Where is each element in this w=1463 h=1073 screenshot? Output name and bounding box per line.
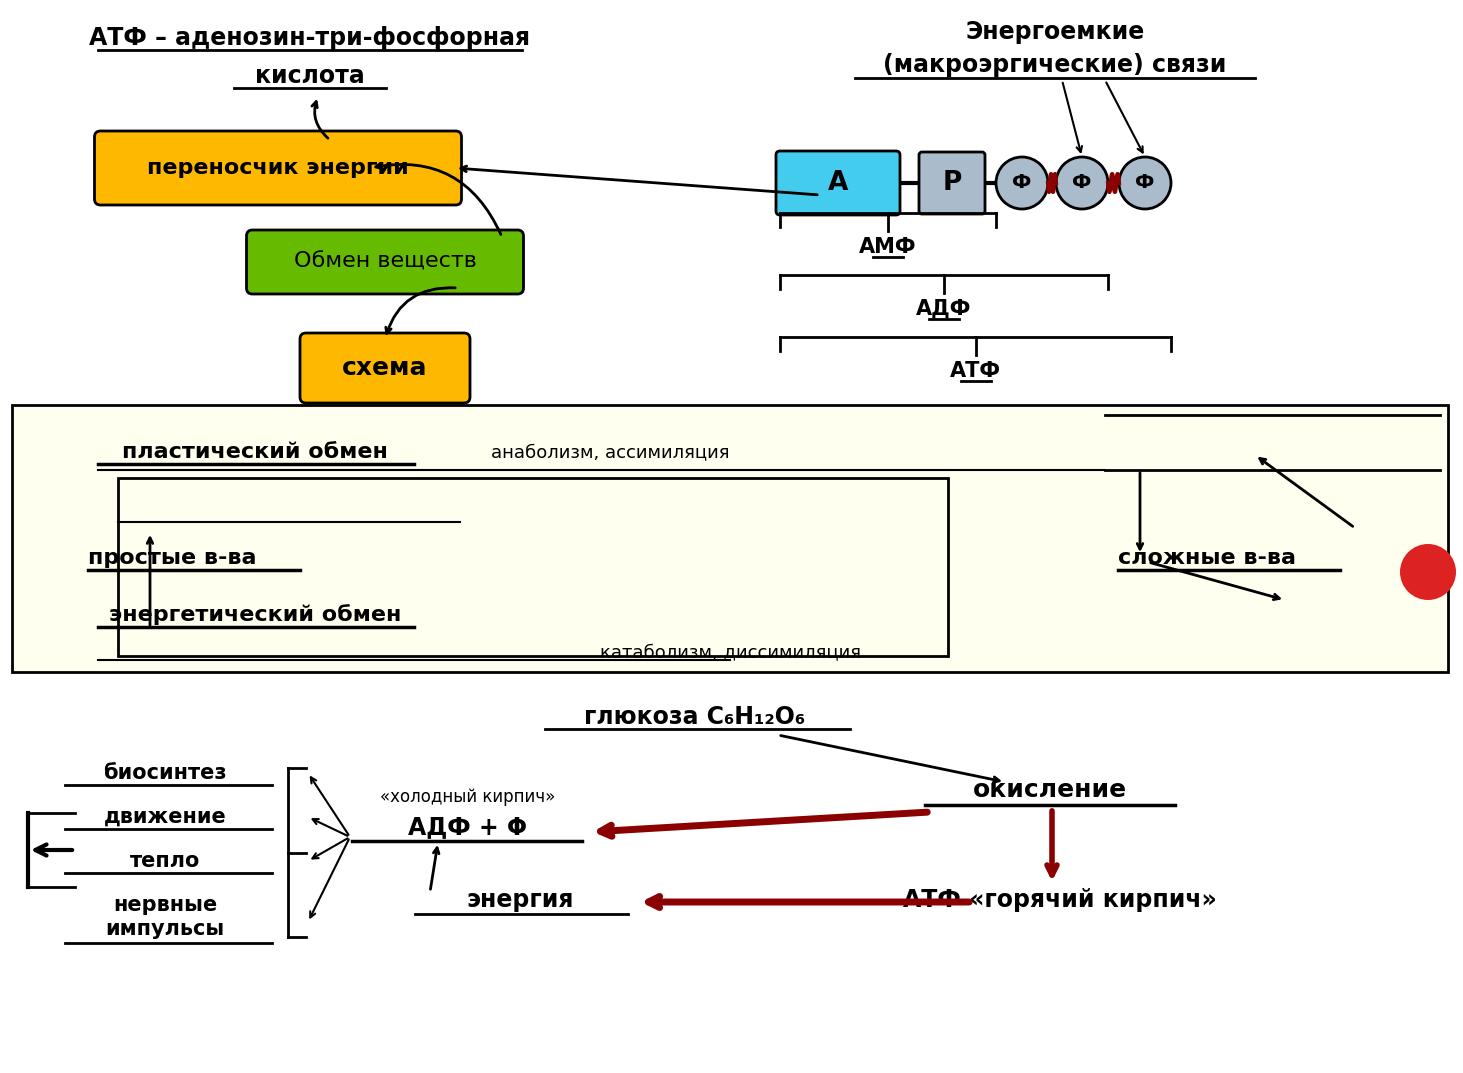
Circle shape	[1400, 544, 1456, 600]
Text: простые в-ва: простые в-ва	[88, 548, 256, 568]
Text: тепло: тепло	[130, 851, 200, 871]
Text: глюкоза C₆H₁₂O₆: глюкоза C₆H₁₂O₆	[584, 705, 806, 729]
FancyBboxPatch shape	[246, 230, 524, 294]
Text: анаболизм, ассимиляция: анаболизм, ассимиляция	[490, 443, 729, 461]
Text: АДФ: АДФ	[916, 299, 971, 319]
Text: АТФ: АТФ	[949, 361, 1001, 381]
FancyBboxPatch shape	[95, 131, 461, 205]
Circle shape	[1056, 157, 1107, 209]
Text: «холодный кирпич»: «холодный кирпич»	[380, 788, 556, 806]
Circle shape	[996, 157, 1048, 209]
Bar	[119, 477, 948, 656]
Text: Р: Р	[942, 170, 961, 196]
Text: (макроэргические) связи: (макроэргические) связи	[884, 53, 1226, 77]
Text: нервные
импульсы: нервные импульсы	[105, 895, 225, 939]
Text: АТФ – аденозин-три-фосфорная: АТФ – аденозин-три-фосфорная	[89, 26, 531, 50]
Text: Обмен веществ: Обмен веществ	[294, 252, 477, 271]
Text: сложные в-ва: сложные в-ва	[1118, 548, 1296, 568]
FancyBboxPatch shape	[300, 333, 470, 403]
Text: Ф: Ф	[1135, 174, 1154, 192]
Circle shape	[1119, 157, 1170, 209]
Text: энергия: энергия	[467, 888, 573, 912]
Bar	[12, 405, 1448, 672]
Text: А: А	[828, 170, 849, 196]
Text: АМФ: АМФ	[859, 237, 917, 258]
Text: Энергоемкие: Энергоемкие	[966, 20, 1144, 44]
Text: кислота: кислота	[255, 64, 364, 88]
Text: движение: движение	[104, 807, 227, 827]
Text: катаболизм, диссимиляция: катаболизм, диссимиляция	[600, 643, 860, 661]
Text: окисление: окисление	[973, 778, 1127, 802]
Text: биосинтез: биосинтез	[104, 763, 227, 783]
FancyBboxPatch shape	[919, 152, 985, 214]
Text: пластический обмен: пластический обмен	[121, 442, 388, 462]
Text: переносчик энергии: переносчик энергии	[148, 158, 408, 178]
FancyBboxPatch shape	[775, 151, 900, 215]
Text: схема: схема	[342, 356, 427, 380]
Text: АДФ + Φ: АДФ + Φ	[408, 815, 528, 839]
Text: энергетический обмен: энергетический обмен	[108, 604, 401, 626]
Text: АТФ «горячий кирпич»: АТФ «горячий кирпич»	[903, 888, 1217, 912]
Text: Ф: Ф	[1072, 174, 1091, 192]
Text: Ф: Ф	[1012, 174, 1031, 192]
